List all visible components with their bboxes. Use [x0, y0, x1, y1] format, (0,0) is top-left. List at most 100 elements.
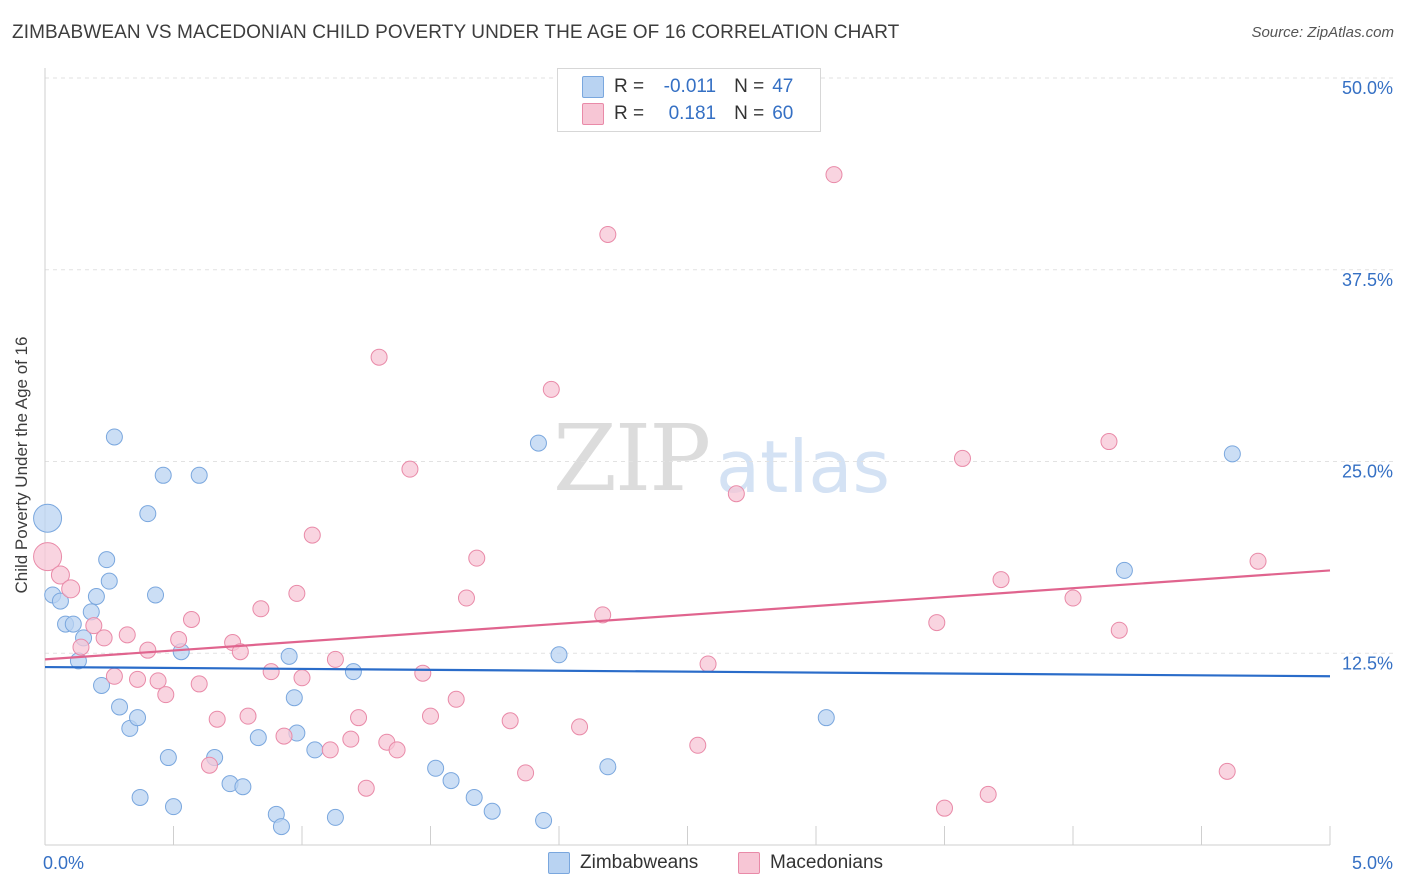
x-tick-label: 5.0% [1352, 853, 1393, 873]
zimbabwean-point [105, 428, 123, 446]
macedonian-point [303, 526, 321, 544]
zimbabwean-point [326, 808, 344, 826]
macedonian-point [357, 779, 375, 797]
zimbabwean-point [272, 818, 290, 836]
blue-swatch [548, 852, 570, 874]
macedonian-point [422, 707, 439, 725]
zimbabwean-trend-line [44, 665, 1331, 678]
macedonian-point [571, 718, 589, 736]
macedonian-point [182, 611, 200, 629]
watermark-zip: ZIP [553, 405, 711, 512]
macedonian-point [1249, 552, 1267, 570]
macedonian-point [401, 460, 419, 478]
macedonian-point [33, 542, 63, 572]
zimbabwean-point [550, 646, 568, 664]
macedonian-point [727, 485, 745, 503]
zimbabwean-point [51, 592, 69, 610]
zimbabwean-point [465, 788, 483, 806]
zimbabwean-point [87, 587, 105, 605]
macedonian-point [699, 655, 717, 673]
macedonian-point [350, 709, 368, 727]
macedonian-point [979, 785, 997, 803]
zimbabwean-point [190, 466, 208, 484]
macedonian-point [208, 710, 226, 728]
macedonian-point [105, 667, 123, 685]
macedonian-point [326, 650, 344, 668]
macedonian-point [190, 675, 208, 693]
macedonian-point [139, 641, 157, 659]
y-tick-label: 37.5% [1342, 270, 1393, 290]
macedonian-point [599, 225, 617, 243]
macedonian-point [370, 348, 388, 366]
macedonian-point [1110, 621, 1128, 639]
stats-row-zimbabweans: R = -0.011 N = 47 [582, 75, 793, 99]
macedonian-point [1218, 762, 1236, 780]
macedonian-point [85, 617, 103, 635]
legend-item-zimbabweans[interactable]: Zimbabweans [548, 852, 698, 874]
x-tick-label: 0.0% [43, 853, 84, 873]
zimbabwean-point [285, 689, 303, 707]
y-tick-label: 25.0% [1342, 462, 1393, 482]
macedonian-point [61, 579, 81, 599]
stats-row-macedonians: R = 0.181 N = 60 [582, 102, 793, 126]
stats-legend: R = -0.011 N = 47 R = 0.181 N = 60 [557, 68, 821, 132]
zimbabwean-point [131, 788, 149, 806]
macedonian-point [457, 589, 475, 607]
macedonian-point [936, 799, 953, 817]
macedonian-point [342, 730, 360, 748]
macedonian-point [72, 638, 90, 656]
legend-item-macedonians[interactable]: Macedonians [738, 852, 883, 874]
macedonian-point [992, 571, 1010, 589]
zimbabwean-point [249, 729, 267, 747]
macedonian-point [825, 166, 843, 184]
macedonian-point [1064, 589, 1082, 607]
r-label: R = [614, 103, 645, 124]
macedonian-point [118, 626, 136, 644]
macedonian-point [468, 549, 486, 567]
macedonian-point [200, 756, 218, 774]
zimbabwean-point [93, 676, 111, 694]
blue-swatch [582, 76, 604, 98]
zimbabwean-point [1223, 445, 1241, 463]
legend-label: Macedonians [770, 852, 884, 873]
chart-title: ZIMBABWEAN VS MACEDONIAN CHILD POVERTY U… [12, 22, 900, 43]
macedonian-point [594, 606, 612, 624]
macedonian-point [149, 672, 167, 690]
macedonian-point [95, 629, 113, 647]
macedonian-point [129, 670, 147, 688]
zimbabwean-point [64, 615, 82, 633]
zimbabwean-point [529, 434, 547, 452]
macedonian-point [928, 614, 946, 632]
watermark-atlas: atlas [716, 425, 890, 509]
zimbabwean-point [483, 802, 501, 820]
macedonian-point [252, 600, 270, 618]
macedonian-point [288, 584, 306, 602]
macedonian-point [321, 741, 339, 759]
zimbabwean-point [159, 749, 177, 767]
r-label: R = [614, 76, 645, 97]
zimbabwean-point [535, 811, 553, 829]
n-value: 60 [772, 103, 794, 124]
source-label: Source: ZipAtlas.com [1251, 24, 1394, 41]
macedonian-trend-line [44, 569, 1331, 661]
macedonian-point [275, 727, 293, 745]
n-label: N = [734, 103, 765, 124]
macedonian-point [50, 565, 70, 585]
zimbabwean-point [599, 758, 617, 776]
pink-swatch [582, 103, 604, 125]
r-value: 0.181 [668, 103, 717, 124]
y-tick-label: 50.0% [1342, 78, 1393, 98]
zimbabwean-point [427, 759, 445, 777]
macedonian-point [388, 741, 406, 759]
macedonian-point [447, 690, 465, 708]
macedonian-point [293, 669, 311, 687]
macedonian-point [231, 643, 249, 661]
macedonian-point [262, 663, 280, 681]
series-legend: Zimbabweans Macedonians [0, 852, 1406, 878]
n-value: 47 [772, 76, 794, 97]
zimbabwean-point [33, 503, 63, 533]
zimbabwean-point [139, 505, 157, 523]
macedonian-point [501, 712, 519, 730]
y-tick-label: 12.5% [1342, 653, 1393, 673]
